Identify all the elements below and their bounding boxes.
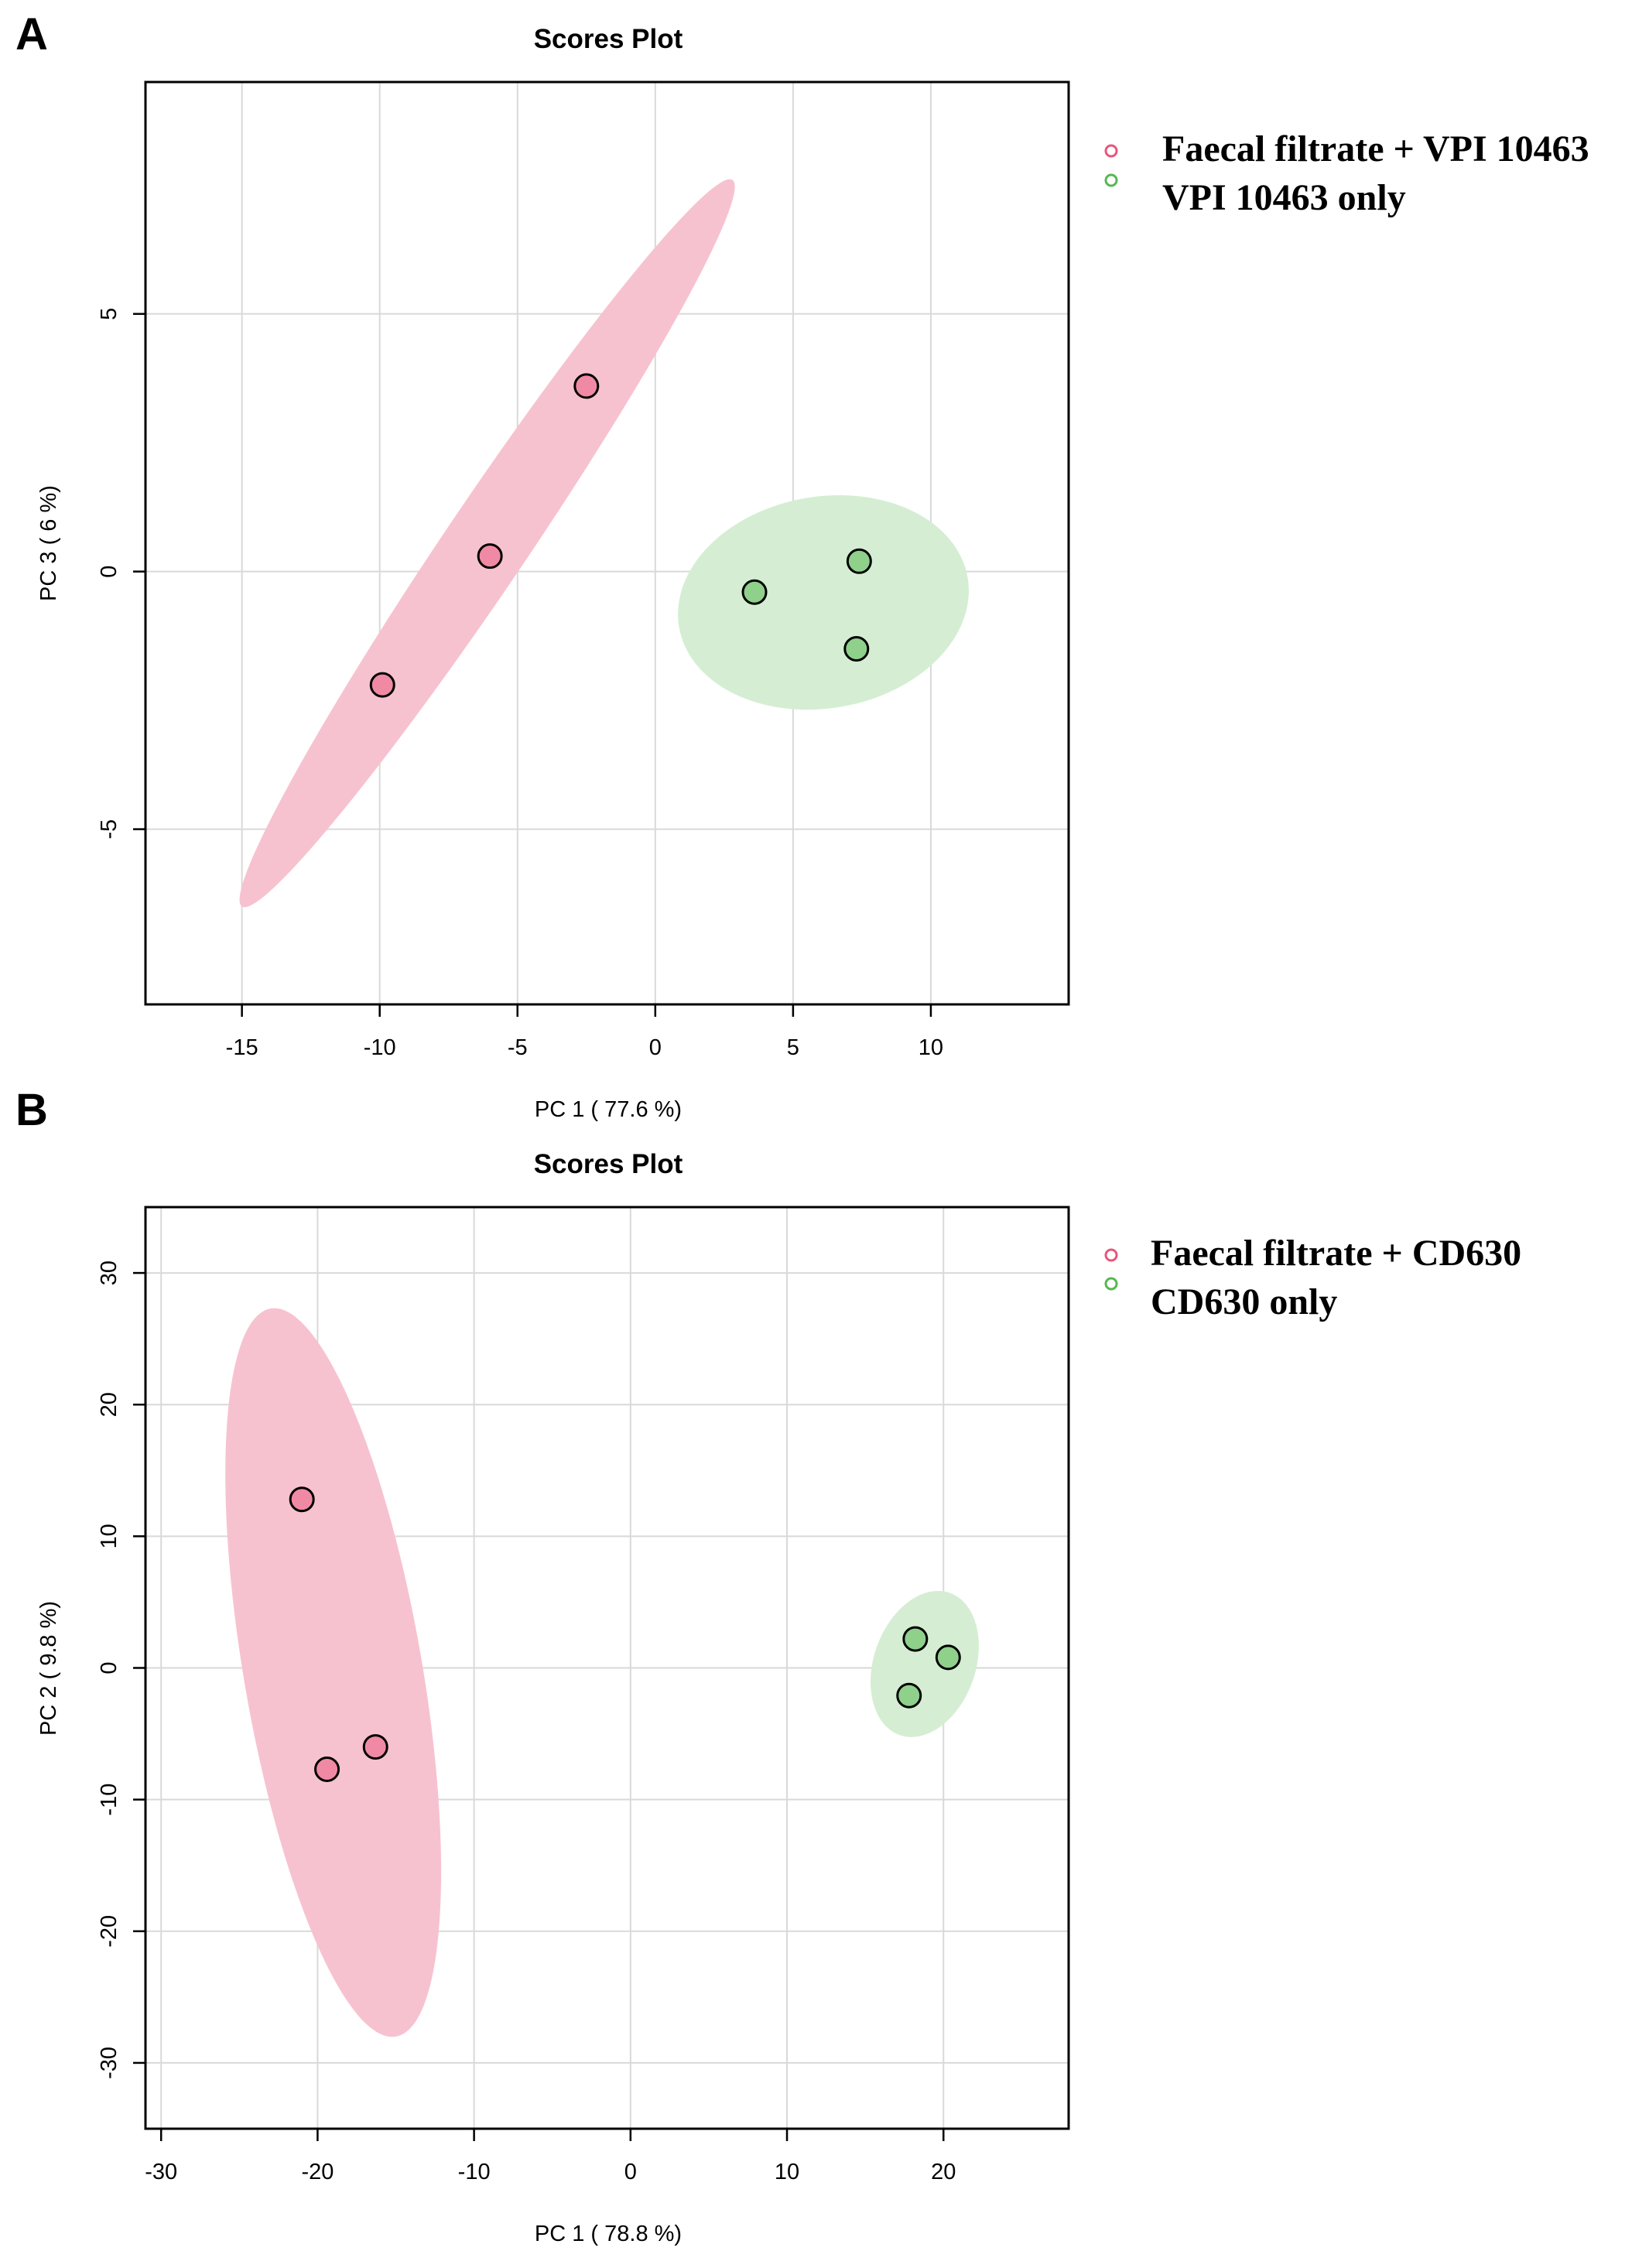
panel-a: A Scores Plot -15 -10 -5 0 5 10 -5 0 5 PC 1 ( 77… — [15, 9, 1589, 1122]
panel-a-point-control-2 — [843, 636, 870, 662]
panel-a-ellipses — [239, 179, 969, 908]
panel-b-y-tick-label-6: 30 — [97, 1261, 121, 1285]
panel-a-x-tick-label-5: 10 — [919, 1035, 943, 1060]
panel-a-legend-marker-control — [1104, 173, 1118, 187]
panel-b-point-control-0 — [902, 1626, 929, 1652]
panel-a-x-tick-label-2: -5 — [508, 1035, 528, 1060]
panel-b-ticks: -30 -20 -10 0 10 20 -30 -20 -10 0 10 20 30 — [97, 1261, 956, 2184]
panel-b-y-tick-label-4: 10 — [97, 1524, 121, 1548]
panel-b-x-tick-label-4: 10 — [775, 2160, 799, 2184]
panel-a-y-tick-label-1: 0 — [97, 566, 121, 578]
panel-a-x-tick-label-0: -15 — [226, 1035, 258, 1060]
panel-b-y-tick-label-5: 20 — [97, 1392, 121, 1417]
panel-a-ticks: -15 -10 -5 0 5 10 -5 0 5 — [97, 308, 943, 1060]
panel-a-point-control-0 — [741, 579, 768, 605]
panel-b-point-treated-1 — [314, 1757, 340, 1783]
panel-a-x-tick-label-1: -10 — [364, 1035, 396, 1060]
panel-a-ellipse-control — [678, 494, 969, 710]
panel-a-legend: Faecal filtrate + VPI 10463 VPI 10463 on… — [1104, 128, 1589, 218]
panel-a-point-treated-0 — [573, 373, 600, 399]
panel-b-y-tick-label-0: -30 — [97, 2047, 121, 2079]
panel-a-x-tick-label-4: 5 — [787, 1035, 799, 1060]
panel-b-title: Scores Plot — [534, 1149, 683, 1179]
panel-a-plot-frame — [144, 80, 1070, 1006]
panel-b-x-axis-label: PC 1 ( 78.8 %) — [535, 2222, 682, 2246]
panel-b-y-tick-label-1: -20 — [97, 1915, 121, 1948]
panel-b-letter: B — [15, 1085, 48, 1135]
panel-b-point-control-1 — [935, 1644, 961, 1671]
panel-a-ellipse-treated — [239, 179, 735, 908]
panel-b-x-tick-label-3: 0 — [624, 2160, 637, 2184]
panel-b-ellipse-treated — [225, 1308, 442, 2037]
panel-b-y-axis-label: PC 2 ( 9.8 %) — [36, 1601, 61, 1736]
panel-b-point-treated-2 — [362, 1734, 388, 1760]
panel-b-ellipses — [225, 1308, 979, 2037]
panel-b-legend: Faecal filtrate + CD630 CD630 only — [1104, 1233, 1521, 1322]
panel-b-x-tick-label-0: -30 — [145, 2160, 177, 2184]
panel-a-x-tick-label-3: 0 — [649, 1035, 662, 1060]
panel-a-x-axis-label: PC 1 ( 77.6 %) — [535, 1097, 682, 1122]
panel-b-x-tick-label-1: -20 — [301, 2160, 334, 2184]
panel-a-y-axis-label: PC 3 ( 6 %) — [36, 485, 61, 601]
panel-a-title: Scores Plot — [534, 24, 683, 54]
panel-a-legend-marker-treated — [1104, 144, 1118, 158]
panel-a-point-control-1 — [846, 548, 872, 574]
panel-a-legend-label-control: VPI 10463 only — [1162, 177, 1406, 218]
panel-b-y-tick-label-2: -10 — [97, 1784, 121, 1816]
panel-b-point-treated-0 — [289, 1486, 315, 1513]
panel-b-legend-label-treated: Faecal filtrate + CD630 — [1151, 1233, 1521, 1274]
panel-b-points — [289, 1486, 961, 1783]
panel-a-legend-label-treated: Faecal filtrate + VPI 10463 — [1162, 128, 1589, 169]
panel-b-legend-marker-treated — [1104, 1248, 1118, 1262]
panel-a-points — [369, 373, 872, 698]
panel-b-y-tick-label-3: 0 — [97, 1661, 121, 1674]
panel-b: B Scores Plot -30 -20 -10 0 10 20 -30 -20 -10 0 10… — [15, 1085, 1521, 2246]
panel-a-y-tick-label-0: -5 — [97, 819, 121, 840]
panel-b-x-tick-label-5: 20 — [931, 2160, 956, 2184]
panel-b-point-control-2 — [896, 1682, 922, 1709]
panel-a-point-treated-2 — [369, 672, 395, 698]
panel-a-point-treated-1 — [477, 543, 503, 570]
panel-b-legend-label-control: CD630 only — [1151, 1281, 1337, 1322]
panel-b-ellipse-control — [870, 1590, 979, 1737]
panel-b-legend-marker-control — [1104, 1277, 1118, 1291]
panel-a-letter: A — [15, 9, 48, 60]
panel-b-x-tick-label-2: -10 — [458, 2160, 491, 2184]
panel-a-y-tick-label-2: 5 — [97, 308, 121, 320]
